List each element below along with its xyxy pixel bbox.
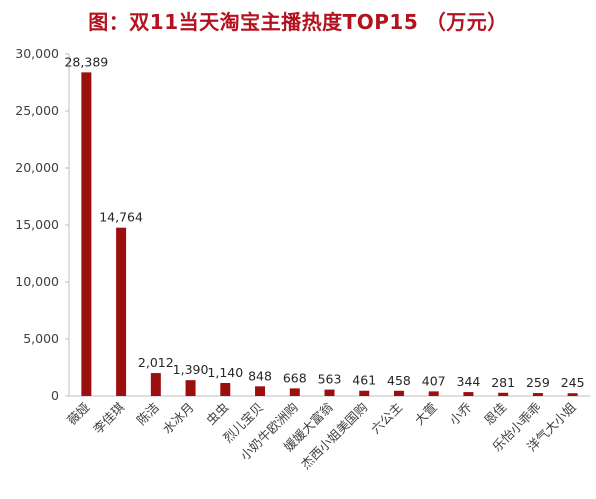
data-label: 2,012	[138, 355, 174, 370]
bar	[116, 227, 127, 396]
bar	[428, 391, 439, 396]
category-label: 恩佳	[481, 400, 509, 428]
category-label: 大萱	[412, 400, 440, 428]
category-label: 薇娅	[64, 400, 92, 428]
data-label: 245	[561, 375, 585, 390]
bar	[150, 373, 161, 396]
data-label: 344	[457, 374, 481, 389]
bar	[255, 386, 266, 396]
category-label: 水冰月	[160, 400, 197, 437]
y-tick-label: 20,000	[15, 160, 59, 175]
bar	[393, 390, 404, 396]
category-label: 陈洁	[134, 400, 162, 428]
data-label: 668	[283, 370, 307, 385]
category-label: 李佳琪	[90, 399, 127, 436]
bar	[185, 380, 196, 396]
category-labels: 薇娅李佳琪 陈洁水冰月 虫虫烈儿宝贝小奶牛欧洲购媛媛大富翁杰西小姐美国购六公主 大萱小…	[64, 399, 579, 472]
data-label: 461	[352, 373, 376, 388]
bar	[567, 393, 578, 396]
data-label: 28,389	[64, 54, 108, 69]
category-label: 六公主	[368, 400, 405, 437]
y-tick-label: 0	[51, 388, 59, 403]
category-label: 小乔	[446, 399, 475, 428]
y-tick-label: 10,000	[15, 274, 59, 289]
data-label: 259	[526, 375, 550, 390]
y-tick-label: 15,000	[15, 217, 59, 232]
bar	[532, 393, 543, 396]
data-label: 848	[248, 368, 272, 383]
y-tick-label: 5,000	[23, 331, 59, 346]
chart-title: 图：双11当天淘宝主播热度TOP15 （万元）	[88, 10, 508, 34]
data-label: 1,140	[207, 365, 243, 380]
bars	[81, 72, 578, 396]
bar	[463, 392, 474, 396]
data-label: 1,390	[173, 362, 209, 377]
data-label: 281	[491, 375, 515, 390]
bar	[324, 389, 335, 396]
data-label: 563	[318, 372, 342, 387]
data-label: 14,764	[99, 210, 143, 225]
bar	[498, 392, 509, 396]
bar	[359, 390, 370, 396]
category-label: 虫虫	[203, 400, 231, 428]
y-tick-label: 30,000	[15, 46, 59, 61]
bar	[289, 388, 300, 396]
data-label: 458	[387, 373, 411, 388]
bar	[81, 72, 92, 396]
data-label: 407	[422, 373, 446, 388]
y-tick-label: 25,000	[15, 103, 59, 118]
bar	[220, 383, 231, 396]
